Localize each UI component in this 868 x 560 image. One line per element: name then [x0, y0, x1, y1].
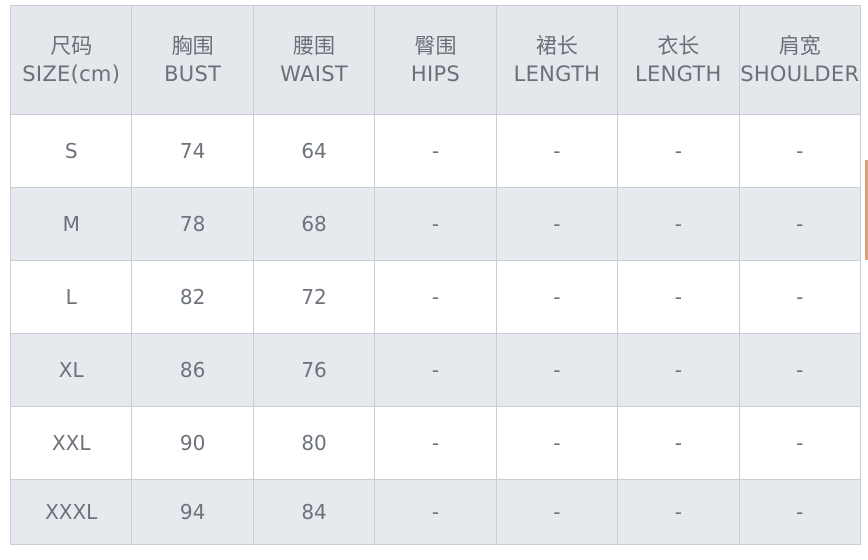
measurement-cell: -: [617, 114, 740, 188]
header-en: BUST: [164, 62, 222, 86]
measurement-cell: 74: [131, 114, 254, 188]
header-en: SIZE(cm): [22, 62, 121, 86]
measurement-cell: 68: [252, 187, 376, 261]
table-row: L 82 72- - - -: [9, 260, 862, 334]
measurement-cell: -: [738, 114, 862, 188]
measurement-cell: -: [495, 479, 619, 545]
measurement-cell: 86: [131, 333, 254, 407]
measurement-cell: -: [374, 260, 497, 334]
header-zh: 肩宽: [778, 34, 821, 58]
table-row: M 78 68- - - -: [9, 187, 862, 261]
column-header: 胸围 BUST: [131, 5, 254, 115]
header-zh: 衣长: [657, 34, 700, 58]
measurement-cell: -: [374, 406, 497, 480]
measurement-cell: -: [495, 406, 619, 480]
measurement-cell: -: [374, 333, 497, 407]
measurement-cell: -: [738, 406, 862, 480]
table-row: XL 86 76- - - -: [9, 333, 862, 407]
size-cell: L: [9, 260, 133, 334]
measurement-cell: -: [617, 187, 740, 261]
table-row: XXL 90 80- - - -: [9, 406, 862, 480]
measurement-cell: -: [738, 479, 862, 545]
header-zh: 胸围: [171, 34, 214, 58]
measurement-cell: -: [495, 260, 619, 334]
column-header: 臀围 HIPS: [374, 5, 497, 115]
measurement-cell: -: [617, 479, 740, 545]
column-header: 裙长 LENGTH: [495, 5, 619, 115]
header-zh: 裙长: [535, 34, 578, 58]
table-row: S 74 64- - - -: [9, 114, 862, 188]
header-zh: 臀围: [414, 34, 457, 58]
measurement-cell: -: [617, 406, 740, 480]
measurement-cell: -: [374, 479, 497, 545]
size-cell: XL: [9, 333, 133, 407]
measurement-cell: 78: [131, 187, 254, 261]
column-header: 尺码 SIZE(cm): [9, 5, 133, 115]
header-en: WAIST: [280, 62, 348, 86]
measurement-cell: 84: [252, 479, 376, 545]
measurement-cell: -: [374, 114, 497, 188]
measurement-cell: -: [738, 333, 862, 407]
table-row: XXXL 94 84- - - -: [9, 479, 862, 545]
measurement-cell: 80: [252, 406, 376, 480]
measurement-cell: -: [374, 187, 497, 261]
measurement-cell: -: [495, 333, 619, 407]
size-cell: S: [9, 114, 133, 188]
header-en: SHOULDER: [740, 62, 860, 86]
header-row: 尺码 SIZE(cm) 胸围 BUST 腰围 WAIST 臀围 HIPS 裙长 LENGTH 衣长 L…: [9, 5, 862, 115]
header-zh: 尺码: [50, 34, 93, 58]
measurement-cell: 82: [131, 260, 254, 334]
size-cell: M: [9, 187, 133, 261]
measurement-cell: 64: [252, 114, 376, 188]
header-zh: 腰围: [293, 34, 336, 58]
measurement-cell: 72: [252, 260, 376, 334]
measurement-cell: -: [617, 260, 740, 334]
measurement-cell: -: [495, 187, 619, 261]
size-cell: XXXL: [9, 479, 133, 545]
column-header: 腰围 WAIST: [252, 5, 376, 115]
measurement-cell: 76: [252, 333, 376, 407]
measurement-cell: -: [617, 333, 740, 407]
size-chart-table: 尺码 SIZE(cm) 胸围 BUST 腰围 WAIST 臀围 HIPS 裙长 LENGTH 衣长 L…: [9, 5, 862, 545]
measurement-cell: -: [738, 187, 862, 261]
header-en: LENGTH: [635, 62, 722, 86]
measurement-cell: -: [738, 260, 862, 334]
header-en: LENGTH: [513, 62, 601, 86]
background-edge: [865, 160, 868, 260]
measurement-cell: 90: [131, 406, 254, 480]
measurement-cell: 94: [131, 479, 254, 545]
measurement-cell: -: [495, 114, 619, 188]
column-header: 衣长 LENGTH: [617, 5, 740, 115]
header-en: HIPS: [410, 62, 461, 86]
column-header: 肩宽 SHOULDER: [738, 5, 862, 115]
size-cell: XXL: [9, 406, 133, 480]
